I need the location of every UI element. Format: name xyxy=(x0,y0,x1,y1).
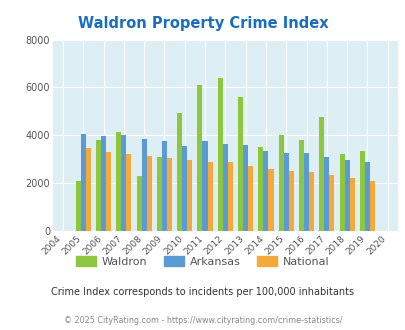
Bar xyxy=(207,162,212,231)
Bar xyxy=(268,169,273,231)
Bar xyxy=(146,156,151,231)
Bar xyxy=(197,85,202,231)
Bar xyxy=(227,162,232,231)
Bar xyxy=(141,139,146,231)
Bar xyxy=(106,152,111,231)
Bar xyxy=(318,117,324,231)
Bar xyxy=(116,132,121,231)
Bar xyxy=(75,181,81,231)
Bar xyxy=(202,141,207,231)
Bar xyxy=(222,144,227,231)
Bar xyxy=(303,153,308,231)
Text: Crime Index corresponds to incidents per 100,000 inhabitants: Crime Index corresponds to incidents per… xyxy=(51,287,354,297)
Bar xyxy=(278,135,283,231)
Bar xyxy=(156,157,162,231)
Bar xyxy=(237,97,243,231)
Bar xyxy=(283,153,288,231)
Bar xyxy=(121,135,126,231)
Bar xyxy=(126,154,131,231)
Bar xyxy=(85,148,91,231)
Bar xyxy=(349,178,354,231)
Bar xyxy=(247,166,253,231)
Bar xyxy=(182,146,187,231)
Bar xyxy=(288,171,293,231)
Bar xyxy=(324,157,328,231)
Bar xyxy=(81,134,85,231)
Bar xyxy=(136,176,141,231)
Bar xyxy=(298,140,303,231)
Bar xyxy=(364,162,369,231)
Bar xyxy=(217,78,222,231)
Bar xyxy=(101,137,106,231)
Bar xyxy=(359,151,364,231)
Text: Waldron Property Crime Index: Waldron Property Crime Index xyxy=(77,16,328,31)
Bar xyxy=(369,181,374,231)
Bar xyxy=(187,160,192,231)
Bar xyxy=(308,172,313,231)
Bar xyxy=(243,145,247,231)
Text: © 2025 CityRating.com - https://www.cityrating.com/crime-statistics/: © 2025 CityRating.com - https://www.city… xyxy=(64,315,341,325)
Bar xyxy=(258,147,263,231)
Legend: Waldron, Arkansas, National: Waldron, Arkansas, National xyxy=(72,251,333,271)
Bar xyxy=(96,140,101,231)
Bar xyxy=(263,151,268,231)
Bar xyxy=(177,113,182,231)
Bar xyxy=(162,141,166,231)
Bar xyxy=(328,175,334,231)
Bar xyxy=(344,160,349,231)
Bar xyxy=(339,154,344,231)
Bar xyxy=(166,158,172,231)
